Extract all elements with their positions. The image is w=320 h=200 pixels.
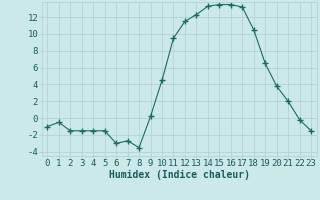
X-axis label: Humidex (Indice chaleur): Humidex (Indice chaleur) [109, 170, 250, 180]
